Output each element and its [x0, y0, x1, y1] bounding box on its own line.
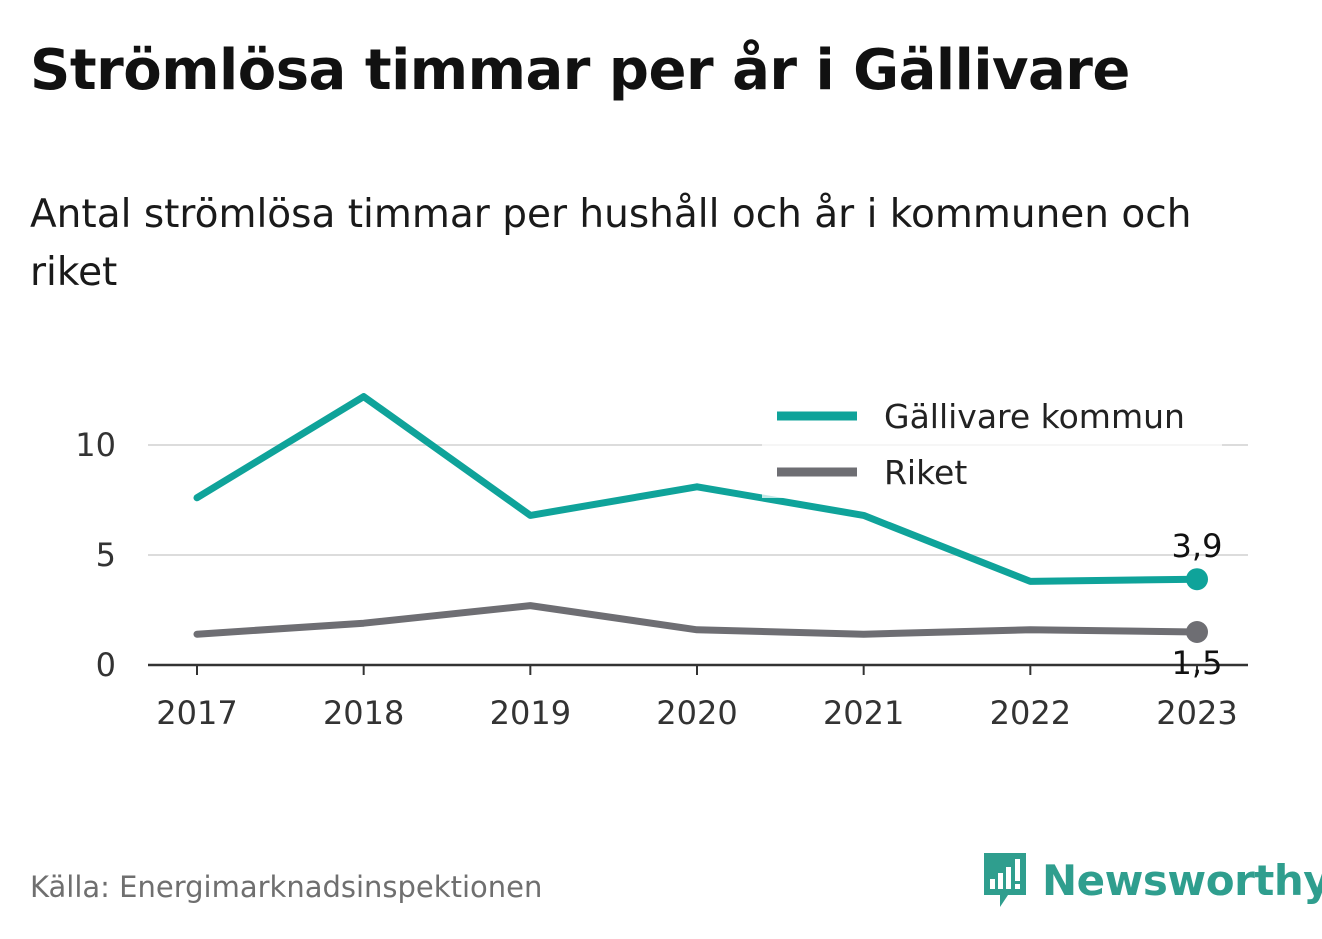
legend-label-1: Riket [884, 453, 967, 492]
x-tick-label: 2017 [156, 694, 237, 732]
x-tick-label: 2019 [490, 694, 571, 732]
y-tick-label: 10 [75, 426, 116, 464]
series-line-1 [193, 602, 1201, 638]
y-tick-label: 0 [96, 646, 116, 684]
legend-label-0: Gällivare kommun [884, 397, 1185, 436]
chart-title: Strömlösa timmar per år i Gällivare [30, 38, 1130, 103]
x-tick-label: 2021 [823, 694, 904, 732]
x-tick-label: 2023 [1156, 694, 1237, 732]
brand-name: Newsworthy [1042, 855, 1322, 905]
x-tick-label: 2018 [323, 694, 404, 732]
legend-background [762, 388, 1222, 498]
newsworthy-brand[interactable]: Newsworthy [980, 850, 1322, 910]
x-tick-label: 2022 [990, 694, 1071, 732]
source-note: Källa: Energimarknadsinspektionen [30, 870, 543, 904]
series-end-point-1 [1186, 621, 1208, 643]
data-label-gallivare-2023: 3,9 [1172, 527, 1223, 565]
x-tick-label: 2020 [656, 694, 737, 732]
series-end-point-0 [1186, 568, 1208, 591]
y-tick-label: 5 [96, 536, 116, 574]
data-label-riket-2023: 1,5 [1172, 644, 1223, 682]
series-line-0 [193, 393, 1201, 585]
chart-subtitle: Antal strömlösa timmar per hushåll och å… [30, 192, 1192, 295]
newsworthy-logo-icon [984, 853, 1026, 907]
